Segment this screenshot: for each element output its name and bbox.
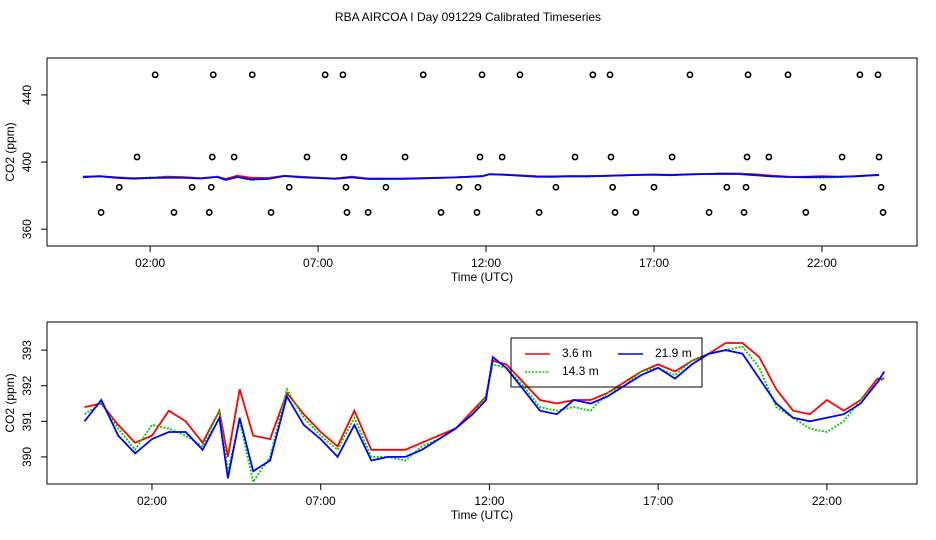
x-tick-label: 17:00 bbox=[643, 494, 673, 508]
scatter-point bbox=[879, 209, 887, 216]
scatter-point bbox=[267, 209, 275, 216]
y-tick-label: 391 bbox=[20, 411, 34, 431]
scatter-point bbox=[455, 183, 463, 191]
scatter-point bbox=[516, 71, 524, 79]
y-tick-label: 393 bbox=[20, 340, 34, 360]
x-tick-label: 22:00 bbox=[807, 256, 837, 270]
scatter-point bbox=[874, 71, 882, 79]
scatter-point bbox=[342, 183, 350, 191]
scatter-point bbox=[552, 183, 560, 191]
y-axis-label: CO2 (ppm) bbox=[3, 122, 17, 181]
scatter-point bbox=[321, 71, 329, 79]
x-tick-label: 22:00 bbox=[812, 494, 842, 508]
scatter-point bbox=[498, 153, 506, 161]
scatter-point bbox=[476, 153, 484, 161]
y-tick-label: 360 bbox=[20, 219, 34, 239]
scatter-point bbox=[382, 183, 390, 191]
scatter-point bbox=[339, 71, 347, 79]
scatter-point bbox=[285, 183, 293, 191]
scatter-point bbox=[632, 209, 640, 216]
scatter-point bbox=[473, 209, 481, 216]
scatter-point bbox=[856, 71, 864, 79]
y-tick-label: 392 bbox=[20, 375, 34, 395]
scatter-point bbox=[606, 71, 614, 79]
scatter-point bbox=[437, 209, 445, 216]
x-axis-label: Time (UTC) bbox=[451, 270, 513, 284]
plot-frame bbox=[46, 57, 918, 247]
legend-label: 21.9 m bbox=[655, 346, 692, 360]
scatter-point bbox=[723, 183, 731, 191]
scatter-point bbox=[474, 183, 482, 191]
scatter-point bbox=[784, 71, 792, 79]
scatter-point bbox=[838, 153, 846, 161]
x-tick-label: 07:00 bbox=[303, 256, 333, 270]
scatter-point bbox=[343, 209, 351, 216]
y-axis-label: CO2 (ppm) bbox=[3, 373, 17, 432]
scatter-point bbox=[802, 209, 810, 216]
scatter-point bbox=[607, 153, 615, 161]
x-tick-label: 07:00 bbox=[306, 494, 336, 508]
scatter-point bbox=[742, 183, 750, 191]
scatter-point bbox=[611, 209, 619, 216]
scatter-point bbox=[248, 71, 256, 79]
scatter-point bbox=[875, 153, 883, 161]
x-tick-label: 12:00 bbox=[474, 494, 504, 508]
scatter-point bbox=[205, 209, 213, 216]
scatter-point bbox=[419, 71, 427, 79]
scatter-point bbox=[744, 71, 752, 79]
scatter-point bbox=[151, 71, 159, 79]
x-axis-label: Time (UTC) bbox=[451, 508, 513, 522]
scatter-point bbox=[230, 153, 238, 161]
scatter-point bbox=[819, 183, 827, 191]
scatter-point bbox=[188, 183, 196, 191]
scatter-point bbox=[740, 209, 748, 216]
legend-box bbox=[510, 337, 703, 388]
scatter-point bbox=[535, 209, 543, 216]
plot-frame bbox=[46, 321, 918, 485]
scatter-point bbox=[668, 153, 676, 161]
scatter-point bbox=[209, 71, 217, 79]
y-tick-label: 390 bbox=[20, 447, 34, 467]
scatter-point bbox=[765, 153, 773, 161]
x-tick-label: 12:00 bbox=[471, 256, 501, 270]
scatter-point bbox=[705, 209, 713, 216]
y-tick-label: 400 bbox=[20, 152, 34, 172]
y-tick-label: 440 bbox=[20, 85, 34, 105]
series-line bbox=[83, 349, 886, 479]
scatter-point bbox=[340, 153, 348, 161]
scatter-point bbox=[170, 209, 178, 216]
legend-label: 14.3 m bbox=[562, 364, 599, 378]
scatter-point bbox=[609, 183, 617, 191]
scatter-point bbox=[208, 153, 216, 161]
scatter-point bbox=[571, 153, 579, 161]
scatter-point bbox=[401, 153, 409, 161]
scatter-point bbox=[686, 71, 694, 79]
scatter-point bbox=[650, 183, 658, 191]
chart-title: RBA AIRCOA I Day 091229 Calibrated Times… bbox=[335, 10, 601, 24]
scatter-point bbox=[133, 153, 141, 161]
scatter-point bbox=[877, 183, 885, 191]
scatter-point bbox=[589, 71, 597, 79]
x-tick-label: 02:00 bbox=[135, 256, 165, 270]
scatter-point bbox=[97, 209, 105, 216]
scatter-point bbox=[478, 71, 486, 79]
scatter-point bbox=[303, 153, 311, 161]
series-line bbox=[82, 172, 880, 181]
x-tick-label: 17:00 bbox=[639, 256, 669, 270]
legend-label: 3.6 m bbox=[562, 346, 592, 360]
scatter-point bbox=[364, 209, 372, 216]
scatter-point bbox=[743, 153, 751, 161]
x-tick-label: 02:00 bbox=[137, 494, 167, 508]
scatter-point bbox=[115, 183, 123, 191]
scatter-point bbox=[207, 183, 215, 191]
